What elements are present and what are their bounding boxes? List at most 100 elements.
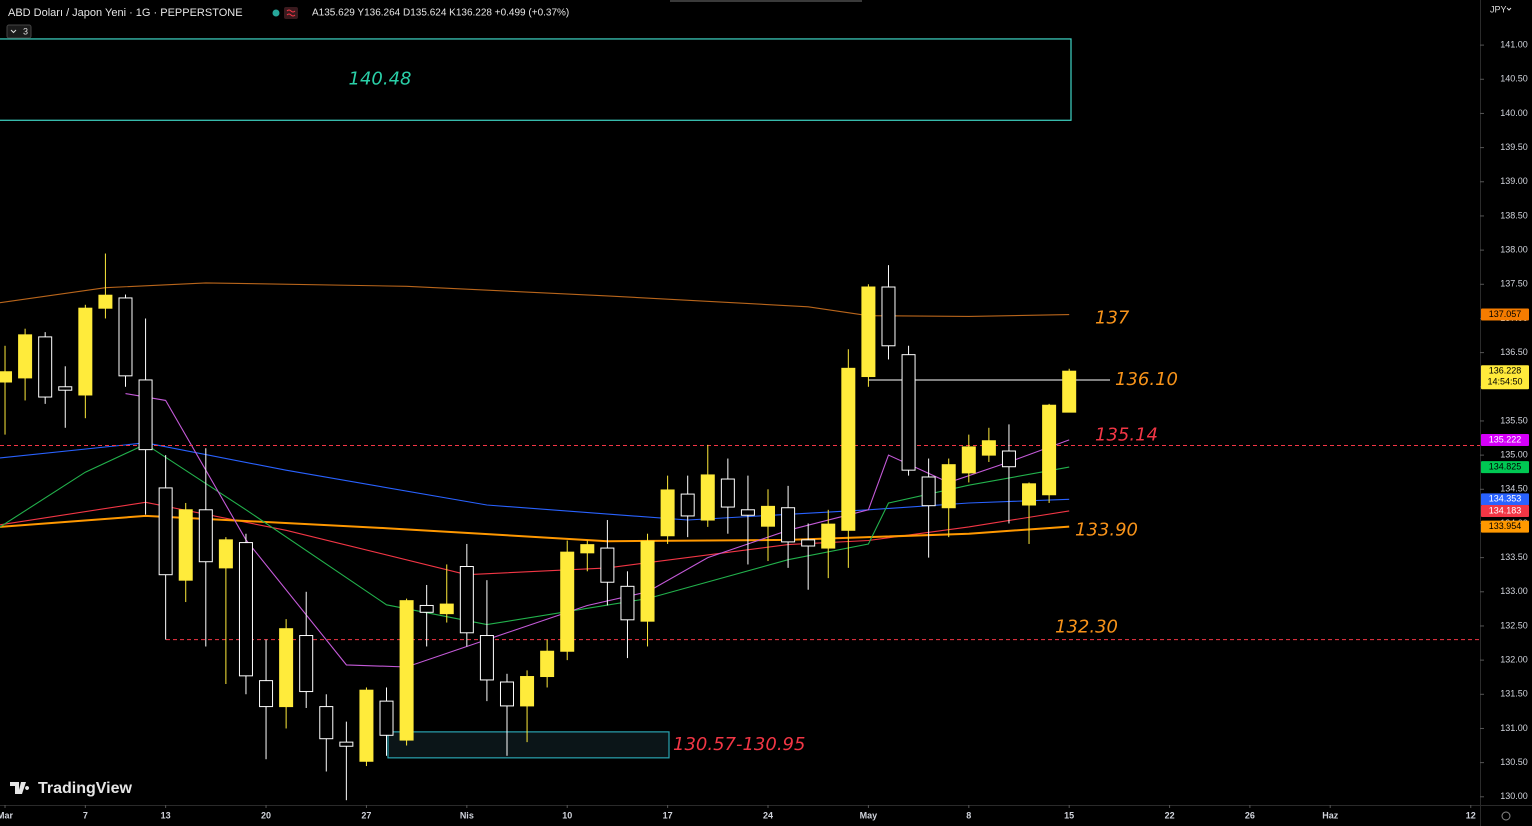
- price-tag-label: 133.954: [1489, 521, 1522, 531]
- level-label: 137: [1095, 307, 1130, 328]
- candle-body: [781, 507, 796, 543]
- price-tag-label: 134.825: [1489, 461, 1522, 471]
- candle-body: [640, 540, 655, 622]
- x-tick-label: 27: [361, 810, 371, 820]
- y-tick-label: 130.50: [1500, 757, 1528, 767]
- x-tick-label: 13: [161, 810, 171, 820]
- candle-body: [118, 297, 133, 377]
- candle-body: [58, 386, 73, 391]
- x-tick-label: Nis: [460, 810, 474, 820]
- candle-body: [560, 551, 575, 652]
- x-tick-label: Haz: [1322, 810, 1339, 820]
- candle-body: [78, 307, 93, 396]
- candle-body: [339, 741, 354, 747]
- indicator-count: 3: [23, 26, 28, 36]
- chevron-icon: [10, 29, 17, 34]
- y-tick-label: 138.00: [1500, 244, 1528, 254]
- candle-body: [841, 367, 856, 531]
- price-tag: [1481, 308, 1529, 321]
- candle-body: [660, 489, 675, 537]
- candle-body: [1062, 370, 1077, 413]
- price-tag: [1481, 461, 1529, 474]
- candle-body: [499, 681, 514, 707]
- candle-body: [479, 635, 494, 681]
- level-label: 136.10: [1115, 369, 1178, 390]
- watermark: TradingView: [38, 780, 133, 797]
- candle-body: [18, 334, 33, 379]
- candle-body: [198, 509, 213, 563]
- price-tag: [1481, 365, 1529, 390]
- candle-body: [399, 600, 414, 741]
- candle-body: [700, 474, 715, 521]
- settings-icon[interactable]: [1501, 811, 1511, 821]
- level-label: 135.14: [1095, 425, 1158, 446]
- candle-body: [600, 547, 615, 583]
- zone-label: 130.57-130.95: [673, 734, 805, 755]
- price-tag-label: 134.183: [1489, 505, 1522, 515]
- candle-body: [319, 706, 334, 740]
- candle-body: [961, 446, 976, 474]
- currency[interactable]: JPY: [1490, 4, 1507, 14]
- ohlc-quote: A135.629 Y136.264 D135.624 K136.228 +0.4…: [312, 8, 569, 19]
- symbol-title[interactable]: ABD Doları / Japon Yeni · 1G · PEPPERSTO…: [8, 7, 243, 19]
- zone-box: [0, 38, 1072, 121]
- y-tick-label: 139.00: [1500, 176, 1528, 186]
- y-tick-label: 136.50: [1500, 347, 1528, 357]
- candle-body: [379, 700, 394, 736]
- alert-icon[interactable]: [284, 7, 298, 19]
- x-tick-label: 12: [1466, 810, 1476, 820]
- level-label: 132.30: [1055, 617, 1118, 638]
- y-tick-label: 131.00: [1500, 723, 1528, 733]
- price-tag-label: 134.353: [1489, 494, 1522, 504]
- price-tag-label: 136.228: [1489, 366, 1522, 376]
- y-tick-label: 133.50: [1500, 552, 1528, 562]
- overlay: ABD Doları / Japon Yeni · 1G · PEPPERSTO…: [6, 4, 1512, 821]
- currency-chevron: [1506, 7, 1512, 11]
- candle-body: [921, 476, 936, 507]
- candle-body: [38, 336, 53, 398]
- candle-body: [359, 689, 374, 762]
- y-tick-label: 140.00: [1500, 108, 1528, 118]
- y-tick-label: 135.50: [1500, 415, 1528, 425]
- candle-body: [459, 566, 474, 634]
- x-tick-label: 8: [966, 810, 971, 820]
- x-tick-label: 10: [562, 810, 572, 820]
- candle-body: [178, 509, 193, 581]
- indicators-toggle[interactable]: [6, 24, 32, 39]
- y-tick-label: 141.00: [1500, 39, 1528, 49]
- candle-body: [821, 523, 836, 549]
- y-tick-label: 132.00: [1500, 655, 1528, 665]
- candle-body: [580, 544, 595, 554]
- candle-body: [419, 604, 434, 613]
- y-tick-label: 134.50: [1500, 484, 1528, 494]
- candle-body: [801, 539, 816, 547]
- candle-body: [680, 493, 695, 517]
- x-tick-label: 15: [1064, 810, 1074, 820]
- candle-body: [299, 635, 314, 693]
- candle-body: [1001, 450, 1016, 468]
- y-tick-label: 133.00: [1500, 586, 1528, 596]
- candle-body: [1042, 404, 1057, 496]
- candle-body: [981, 440, 996, 456]
- candle-body: [740, 509, 755, 516]
- candle-body: [238, 542, 253, 677]
- price-tag: [1481, 433, 1529, 446]
- status-dot: [272, 9, 280, 17]
- y-tick-label: 137.50: [1500, 279, 1528, 289]
- level-label: 133.90: [1075, 519, 1138, 540]
- y-tick-label: 139.50: [1500, 142, 1528, 152]
- zone-label: 140.48: [349, 69, 412, 90]
- x-tick-label: 17: [663, 810, 673, 820]
- top-handle: [670, 0, 862, 2]
- candle-body: [138, 379, 153, 451]
- candle-body: [1022, 483, 1037, 506]
- candle-body: [520, 676, 535, 707]
- candle-body: [941, 464, 956, 509]
- candle-body: [540, 650, 555, 678]
- moving-average: [0, 282, 1070, 317]
- y-tick-label: 135.00: [1500, 449, 1528, 459]
- y-tick-label: 140.50: [1500, 74, 1528, 84]
